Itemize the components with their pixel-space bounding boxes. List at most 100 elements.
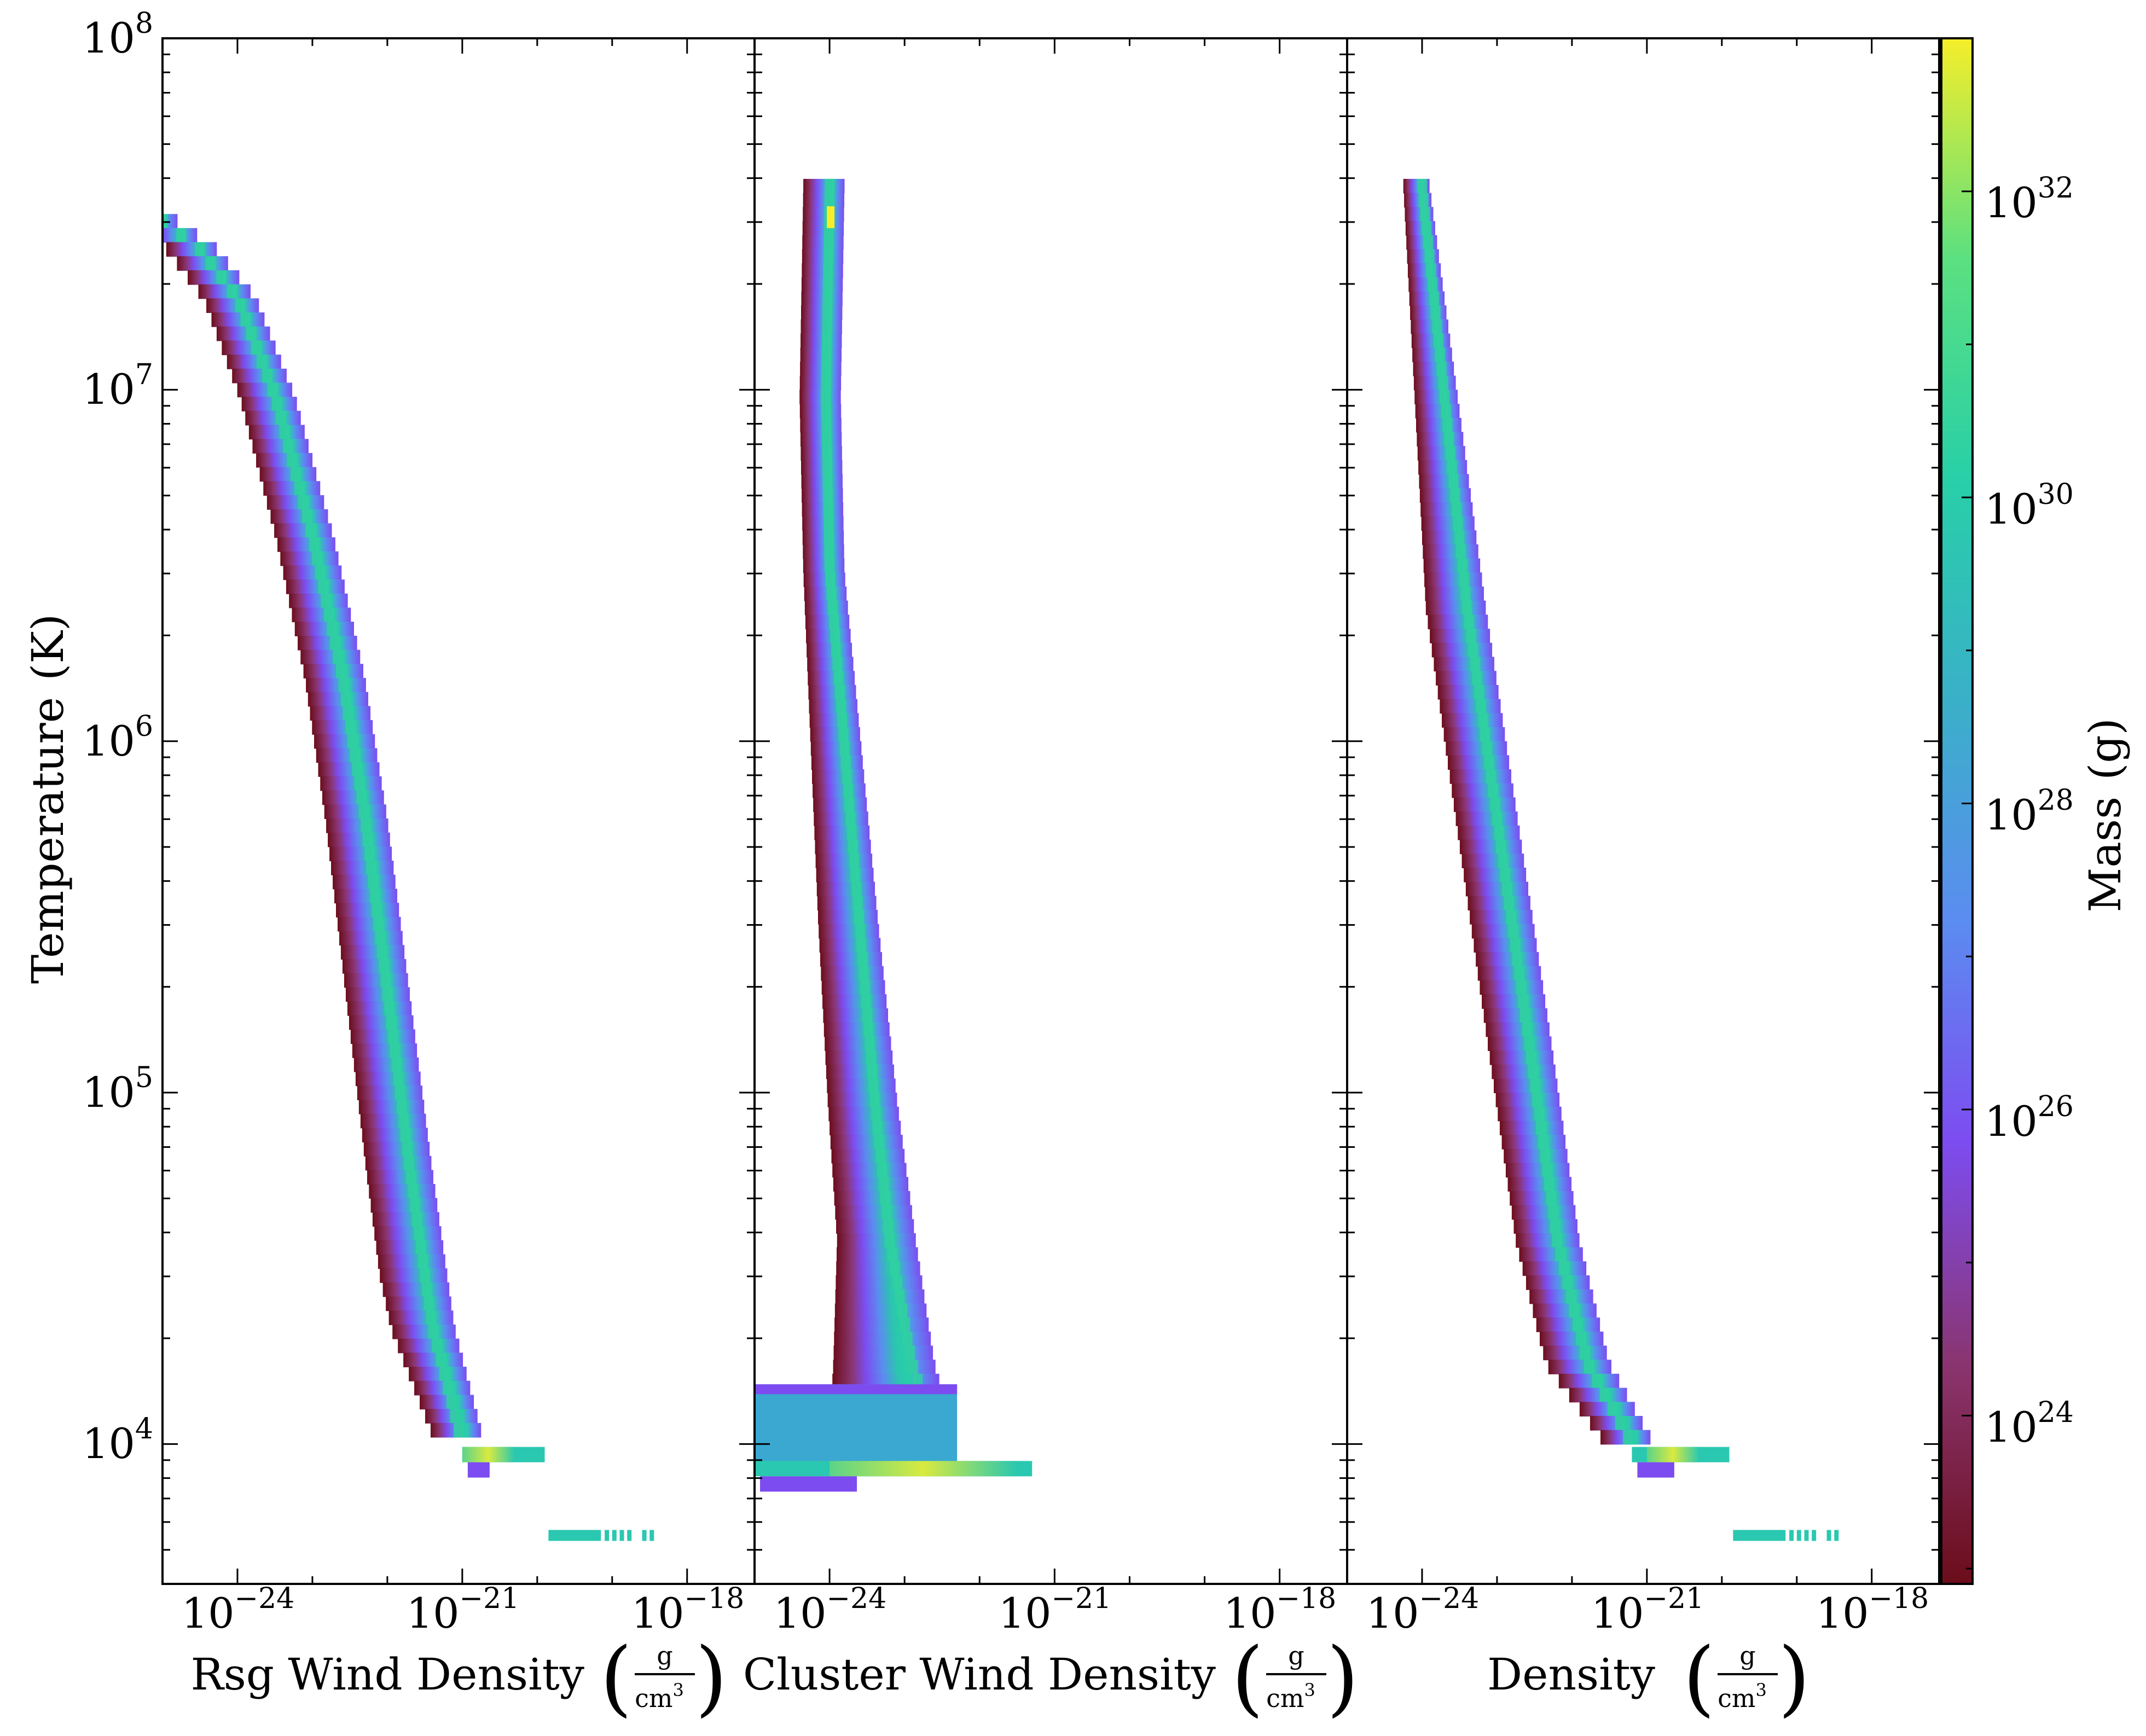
heatmap-ridge-cell [369, 889, 380, 904]
x-tick-label: 10−24 [1366, 1582, 1479, 1638]
heatmap-ridge-cell [379, 959, 389, 974]
heatmap-ridge-cell [364, 846, 375, 862]
heatmap-row [1410, 305, 1447, 320]
heatmap-panel-total [1403, 178, 1839, 1541]
heatmap-ridge-cell [333, 649, 343, 665]
heatmap-row [826, 1064, 894, 1079]
heatmap-ridge-cell [1550, 1219, 1560, 1234]
heatmap-ridge-cell [1599, 1387, 1610, 1403]
heatmap-ridge-cell [362, 832, 373, 847]
x-axis-label-text: Rsg Wind Density [191, 1649, 585, 1700]
heatmap-cold-plateau [755, 1384, 958, 1472]
colorbar-bar [1940, 37, 1974, 1585]
heatmap-ridge-cell [863, 1022, 874, 1037]
y-tick-label: 107 [82, 358, 153, 414]
x-tick-label: 10−21 [1591, 1582, 1704, 1638]
heatmap-ridge-cell [905, 1345, 915, 1361]
heatmap-ridge-cell [227, 284, 237, 299]
heatmap-dot-run [1733, 1530, 1786, 1541]
heatmap-row [1440, 699, 1501, 714]
heatmap-ridge-cell [1500, 867, 1510, 882]
heatmap-row [388, 1310, 454, 1325]
heatmap-ridge-cell [298, 495, 308, 510]
heatmap-ridge-cell [1573, 1317, 1583, 1332]
heatmap-ridge-cell [1429, 291, 1439, 306]
heatmap-ridge-cell [1536, 1120, 1546, 1136]
heatmap-ridge-cell [330, 635, 340, 651]
heatmap-row [1431, 642, 1493, 658]
heatmap-ridge-cell [865, 1036, 875, 1051]
heatmap-row [382, 1282, 450, 1297]
heatmap-ridge-cell [343, 706, 353, 721]
heatmap-row [816, 867, 874, 882]
heatmap-ridge-cell [844, 797, 855, 812]
heatmap-row [283, 565, 342, 580]
heatmap-row [799, 390, 841, 405]
heatmap-row [1459, 839, 1522, 855]
unit-paren-right: ) [695, 1630, 728, 1726]
heatmap-ridge-cell [821, 417, 832, 433]
heatmap-row [1579, 1402, 1635, 1416]
heatmap-ridge-cell [861, 994, 871, 1009]
heatmap-dot [627, 1530, 632, 1541]
heatmap-dot [619, 1530, 624, 1541]
axes-frame-total [1346, 37, 1940, 1585]
heatmap-row [833, 1177, 909, 1192]
heatmap-ridge-cell [1530, 1078, 1540, 1094]
heatmap-ridge-cell [831, 642, 842, 658]
heatmap-ridge-cell [271, 397, 282, 411]
heatmap-row [1408, 277, 1443, 292]
heatmap-row [1421, 516, 1475, 531]
heatmap-row [801, 277, 843, 292]
heatmap-row [801, 460, 843, 475]
heatmap-ridge-cell [821, 432, 832, 447]
colorbar-tick-label: 1024 [1985, 1396, 2074, 1451]
heatmap-row [799, 375, 842, 391]
heatmap-ridge-cell [424, 1296, 434, 1311]
heatmap-ridge-cell [305, 523, 316, 538]
heatmap-row [376, 1240, 444, 1255]
heatmap-ridge-cell [352, 762, 362, 777]
heatmap-lowT-strip-bright [1646, 1447, 1700, 1462]
heatmap-ridge-cell [1454, 530, 1465, 545]
heatmap-row [823, 1022, 890, 1037]
heatmap-row [245, 410, 301, 426]
heatmap-row [1519, 1247, 1583, 1262]
heatmap-row [1493, 1078, 1558, 1094]
heatmap-row [1415, 404, 1460, 419]
heatmap-row [206, 298, 259, 313]
heatmap-row [1536, 1317, 1600, 1332]
heatmap-ridge-cell [267, 382, 277, 398]
heatmap-row [1529, 1289, 1593, 1304]
heatmap-row [803, 178, 845, 194]
heatmap-row [809, 713, 859, 728]
heatmap-ridge-cell [834, 684, 845, 700]
heatmap-ridge-cell [443, 1380, 453, 1396]
heatmap-ridge-cell [1442, 417, 1453, 433]
heatmap-ridge-cell [856, 938, 867, 953]
heatmap-row [820, 952, 883, 967]
heatmap-row [813, 783, 866, 798]
heatmap-row [834, 1303, 927, 1319]
heatmap-row [1425, 587, 1484, 601]
heatmap-ridge-cell [436, 1352, 446, 1368]
heatmap-ridge-cell [1422, 221, 1432, 236]
unit-numerator: g [1288, 1641, 1304, 1670]
heatmap-row [1414, 390, 1458, 405]
heatmap-row [805, 614, 850, 630]
heatmap-row [1482, 994, 1546, 1009]
heatmap-ridge-cell [849, 854, 860, 868]
heatmap-dot [1804, 1530, 1809, 1541]
heatmap-row [835, 1289, 925, 1304]
heatmap-row [308, 692, 368, 707]
heatmap-row [1412, 347, 1452, 362]
heatmap-ridge-cell [1420, 207, 1430, 222]
heatmap-ridge-cell [828, 614, 839, 630]
heatmap-ridge-cell [866, 1050, 876, 1065]
heatmap-ridge-cell [1492, 811, 1502, 826]
heatmap-row [815, 839, 871, 855]
heatmap-ridge-cell [216, 270, 227, 285]
heatmap-ridge-cell [824, 193, 834, 208]
heatmap-dot [1789, 1530, 1794, 1541]
heatmap-ridge-cell [877, 1163, 888, 1178]
